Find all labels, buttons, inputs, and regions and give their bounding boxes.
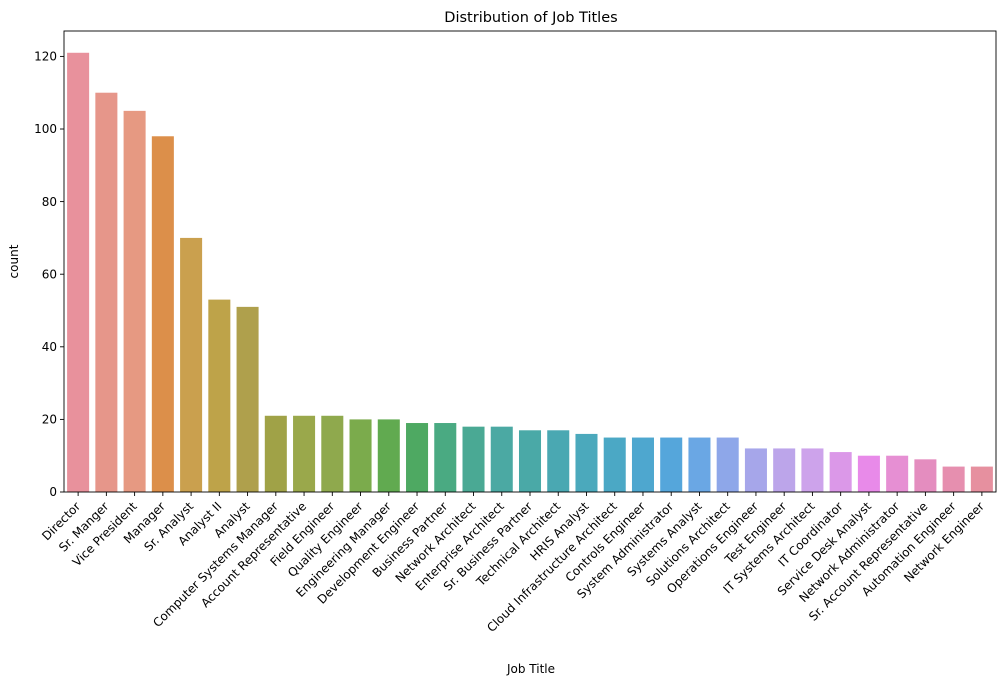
plot-area xyxy=(63,30,997,493)
bar xyxy=(886,455,909,492)
bar xyxy=(857,455,880,492)
y-tick-label: 80 xyxy=(42,195,57,209)
y-tick-label: 20 xyxy=(42,413,57,427)
bar xyxy=(293,415,316,492)
bar xyxy=(349,419,372,492)
bar xyxy=(490,426,513,492)
bar xyxy=(773,448,796,492)
bar xyxy=(970,466,993,492)
y-tick-label: 60 xyxy=(42,267,57,281)
plot-frame xyxy=(63,30,997,493)
bar xyxy=(547,430,570,492)
bar xyxy=(688,437,711,492)
bar xyxy=(518,430,542,492)
chart-title: Distribution of Job Titles xyxy=(444,10,617,26)
y-axis-label: count xyxy=(7,244,21,278)
bar xyxy=(123,110,146,493)
bar xyxy=(321,415,344,492)
y-tick-label: 40 xyxy=(42,340,57,354)
bar xyxy=(377,419,400,492)
y-tick-label: 100 xyxy=(34,122,57,136)
x-axis-label: Job Title xyxy=(506,662,555,676)
bar xyxy=(236,306,259,492)
bar xyxy=(631,437,654,492)
bar xyxy=(462,426,485,492)
bar xyxy=(942,466,965,492)
bar xyxy=(716,437,739,492)
y-tick-label: 0 xyxy=(49,485,57,499)
bar xyxy=(801,448,824,492)
bar xyxy=(264,415,287,492)
bar xyxy=(744,448,767,492)
bar xyxy=(603,437,626,492)
bar xyxy=(95,92,118,493)
bar xyxy=(660,437,683,492)
y-axis: 0 20 40 60 80 100 120 xyxy=(34,50,64,499)
bar xyxy=(180,237,203,492)
bar xyxy=(151,136,174,492)
bar xyxy=(914,459,937,492)
y-tick-label: 120 xyxy=(34,50,57,64)
bar xyxy=(575,433,598,492)
bar xyxy=(406,423,429,492)
bar xyxy=(434,423,457,492)
bar xyxy=(67,52,90,492)
bar xyxy=(208,299,231,492)
bar xyxy=(829,452,852,492)
